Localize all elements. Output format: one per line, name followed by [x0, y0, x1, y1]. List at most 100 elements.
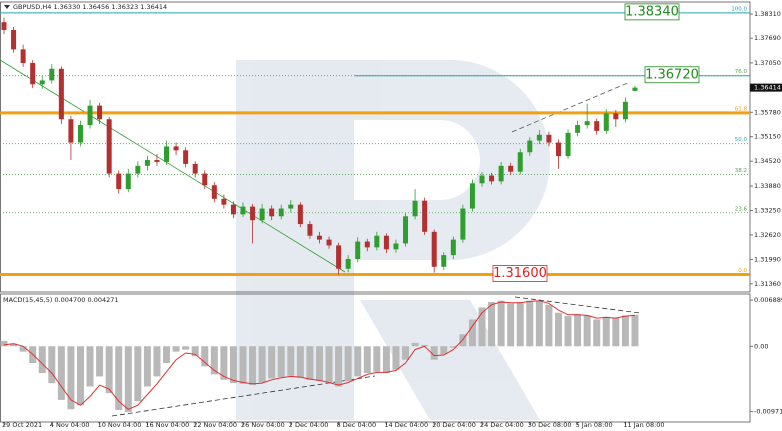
price-box: [644, 66, 700, 84]
candle-body: [441, 255, 447, 267]
candle-body: [508, 165, 514, 172]
candle-body: [613, 113, 619, 120]
y-tick-label: 1.31360: [754, 280, 781, 288]
fib-label: 38.2: [735, 168, 747, 174]
candle-body: [58, 68, 64, 120]
candle-body: [393, 243, 399, 250]
last-price-label: 1.36414: [754, 84, 781, 92]
candle-body: [355, 241, 361, 260]
macd-bar: [593, 319, 601, 347]
macd-y-tick-label: 0.00: [754, 342, 768, 350]
x-tick-label: 11 Jan 08:00: [623, 421, 664, 429]
y-tick-label: 1.33250: [754, 206, 781, 214]
fib-label: 50.0: [735, 137, 748, 143]
macd-bar: [172, 346, 180, 352]
candle-body: [536, 134, 542, 141]
candle-body: [211, 185, 217, 199]
plot-layer: 1.38310 1.37690 1.37050 1.35780 1.35150 1.345…: [0, 3, 782, 429]
x-tick-label: 29 Oct 2021: [2, 421, 42, 429]
candle-body: [326, 239, 332, 246]
macd-title: MACD(15,45,5) 0.004700 0.004271: [3, 296, 119, 304]
candle-body: [498, 165, 504, 182]
candle-body: [39, 80, 45, 85]
fib-label: 100.0: [731, 6, 747, 12]
candle-body: [450, 239, 456, 256]
macd-bar: [10, 343, 18, 347]
macd-bar: [277, 346, 285, 378]
y-tick-label: 1.31990: [754, 255, 781, 263]
trend-line: [514, 296, 641, 314]
x-tick-label: 22 Nov 04:00: [193, 421, 237, 429]
candle-body: [68, 119, 74, 143]
candle-body: [230, 204, 236, 215]
candle-body: [250, 206, 256, 221]
candle-body: [125, 173, 131, 190]
macd-bar: [335, 346, 343, 387]
candle-body: [20, 49, 26, 63]
price-label: 1.38340: [625, 4, 679, 19]
macd-bar: [249, 346, 257, 386]
x-tick-label: 16 Nov 04:00: [145, 421, 189, 429]
macd-bar: [48, 346, 56, 384]
candle-body: [422, 200, 428, 232]
candle-body: [594, 121, 600, 131]
macd-bar: [516, 302, 524, 347]
macd-bar: [239, 346, 247, 384]
candle-body: [221, 198, 227, 205]
candle-body: [374, 235, 380, 248]
candle-body: [460, 208, 466, 240]
candle-body: [1, 22, 7, 30]
chart-title: GBPUSD,H4 1.36330 1.36456 1.36323 1.3641…: [13, 3, 167, 11]
macd-bar: [124, 346, 132, 412]
macd-panel: [0, 293, 751, 423]
macd-bar: [583, 315, 591, 347]
candle-body: [240, 206, 246, 215]
macd-bar: [287, 346, 295, 376]
macd-bar: [258, 346, 266, 383]
candle-body: [307, 224, 313, 236]
trend-line: [0, 59, 346, 273]
candle-body: [336, 245, 342, 269]
fib-label: 76.0: [735, 69, 748, 75]
candle-body: [164, 146, 170, 162]
macd-bar: [96, 346, 104, 377]
candle-body: [30, 62, 36, 85]
macd-bar: [478, 307, 486, 347]
candle-body: [97, 105, 103, 120]
macd-bar: [363, 346, 371, 374]
macd-bar: [76, 346, 84, 406]
candle-body: [412, 200, 418, 217]
y-tick-label: 1.35780: [754, 108, 781, 116]
macd-bar: [229, 346, 237, 384]
candle-body: [345, 259, 351, 269]
macd-bar: [354, 346, 362, 377]
candle-body: [517, 152, 523, 172]
y-tick-label: 1.38310: [754, 10, 781, 18]
price-label: 1.31600: [493, 266, 547, 281]
candle-body: [469, 183, 475, 209]
macd-signal: [3, 300, 636, 410]
candle-body: [364, 241, 370, 248]
candle-body: [527, 140, 533, 153]
candle-body: [555, 142, 561, 157]
macd-bar: [210, 346, 218, 375]
macd-bar: [564, 316, 572, 347]
candle-body: [316, 235, 322, 240]
macd-bar: [621, 315, 629, 347]
macd-bar: [392, 346, 400, 370]
macd-bar: [115, 346, 123, 410]
x-tick-label: 14 Dec 04:00: [384, 421, 428, 429]
macd-bar: [507, 303, 515, 347]
macd-bar: [325, 346, 333, 384]
macd-bar: [105, 346, 113, 394]
macd-bar: [143, 346, 151, 387]
candle-body: [278, 208, 284, 217]
fib-label: 23.6: [735, 206, 748, 212]
macd-bar: [153, 346, 161, 377]
candle-body: [154, 160, 160, 162]
last-price-box: [750, 83, 782, 92]
candle-body: [622, 101, 628, 120]
candle-body: [383, 235, 389, 250]
candle-body: [173, 146, 179, 151]
main-panel: [0, 1, 751, 293]
